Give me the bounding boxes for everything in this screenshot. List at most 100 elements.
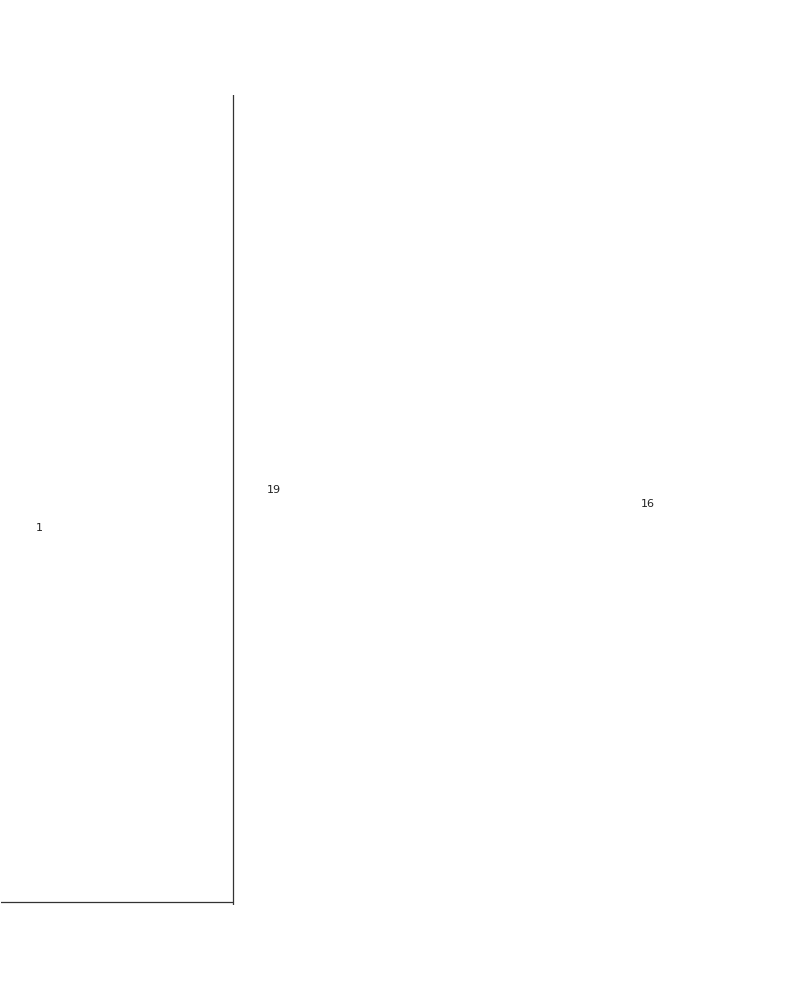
Text: 22: 22 — [317, 566, 333, 579]
Polygon shape — [68, 786, 480, 808]
Polygon shape — [247, 566, 292, 828]
Text: 19: 19 — [266, 485, 280, 495]
Text: 8: 8 — [149, 265, 157, 278]
Circle shape — [102, 549, 109, 557]
Polygon shape — [689, 590, 719, 612]
FancyBboxPatch shape — [232, 92, 811, 916]
Circle shape — [102, 591, 109, 599]
Circle shape — [157, 843, 168, 853]
Circle shape — [333, 759, 341, 767]
Circle shape — [313, 823, 323, 833]
Circle shape — [345, 843, 354, 853]
Circle shape — [275, 759, 283, 767]
Polygon shape — [451, 655, 497, 701]
Circle shape — [363, 296, 375, 308]
Circle shape — [313, 843, 323, 853]
Polygon shape — [68, 533, 432, 556]
Circle shape — [217, 633, 225, 641]
Text: 13: 13 — [656, 291, 671, 304]
Ellipse shape — [448, 157, 461, 163]
Ellipse shape — [453, 165, 467, 171]
Circle shape — [160, 717, 168, 725]
Circle shape — [102, 759, 109, 767]
Circle shape — [468, 672, 480, 684]
Polygon shape — [641, 590, 672, 612]
Polygon shape — [131, 537, 177, 820]
Circle shape — [73, 526, 85, 538]
Text: 4: 4 — [274, 255, 282, 268]
Ellipse shape — [453, 252, 495, 278]
Circle shape — [86, 746, 92, 752]
Text: 21: 21 — [88, 726, 104, 739]
Ellipse shape — [78, 278, 100, 304]
Circle shape — [672, 608, 689, 626]
Polygon shape — [190, 552, 234, 824]
Text: 23: 23 — [461, 651, 477, 664]
Polygon shape — [68, 575, 440, 598]
Ellipse shape — [472, 244, 536, 283]
Polygon shape — [68, 701, 464, 724]
Circle shape — [160, 549, 168, 557]
Circle shape — [333, 717, 341, 725]
Polygon shape — [547, 362, 620, 434]
Polygon shape — [360, 170, 527, 335]
Text: 14: 14 — [501, 372, 517, 385]
Polygon shape — [641, 623, 672, 645]
Circle shape — [160, 759, 168, 767]
Circle shape — [725, 631, 735, 641]
Ellipse shape — [277, 262, 333, 298]
Circle shape — [217, 549, 225, 557]
Ellipse shape — [410, 227, 449, 252]
Circle shape — [217, 675, 225, 683]
Text: 10: 10 — [569, 210, 584, 223]
Circle shape — [217, 759, 225, 767]
Ellipse shape — [497, 209, 557, 244]
Circle shape — [160, 633, 168, 641]
Polygon shape — [674, 583, 686, 606]
Polygon shape — [285, 697, 455, 707]
Circle shape — [217, 717, 225, 725]
Circle shape — [275, 675, 283, 683]
Circle shape — [126, 843, 135, 853]
Text: 1: 1 — [36, 523, 43, 533]
Ellipse shape — [401, 268, 433, 287]
Text: 12: 12 — [536, 259, 551, 272]
Ellipse shape — [88, 280, 122, 303]
Ellipse shape — [225, 265, 252, 301]
Polygon shape — [305, 581, 350, 832]
Ellipse shape — [457, 169, 470, 176]
Circle shape — [275, 591, 283, 599]
Polygon shape — [689, 623, 719, 645]
Polygon shape — [68, 744, 472, 766]
Text: 7: 7 — [244, 259, 252, 272]
Polygon shape — [630, 612, 664, 622]
Circle shape — [217, 591, 225, 599]
Circle shape — [102, 717, 109, 725]
Text: 20: 20 — [487, 578, 501, 591]
Text: 6: 6 — [354, 202, 362, 215]
Circle shape — [157, 823, 168, 833]
Polygon shape — [557, 377, 611, 427]
Circle shape — [126, 823, 135, 833]
Text: 11: 11 — [611, 404, 626, 417]
Circle shape — [82, 742, 96, 756]
Circle shape — [160, 591, 168, 599]
Polygon shape — [68, 617, 448, 640]
Ellipse shape — [291, 271, 319, 289]
Ellipse shape — [97, 286, 113, 297]
Text: 3: 3 — [567, 320, 574, 333]
Ellipse shape — [564, 279, 593, 297]
Circle shape — [102, 633, 109, 641]
Circle shape — [225, 800, 272, 848]
Ellipse shape — [527, 207, 582, 239]
Polygon shape — [296, 171, 519, 326]
Ellipse shape — [509, 216, 545, 237]
Circle shape — [77, 530, 81, 534]
Circle shape — [663, 599, 698, 635]
Text: 5: 5 — [296, 225, 303, 238]
Text: 15: 15 — [329, 261, 344, 274]
Ellipse shape — [388, 194, 423, 215]
Circle shape — [333, 549, 341, 557]
Ellipse shape — [581, 269, 637, 303]
Text: 2: 2 — [550, 147, 557, 160]
